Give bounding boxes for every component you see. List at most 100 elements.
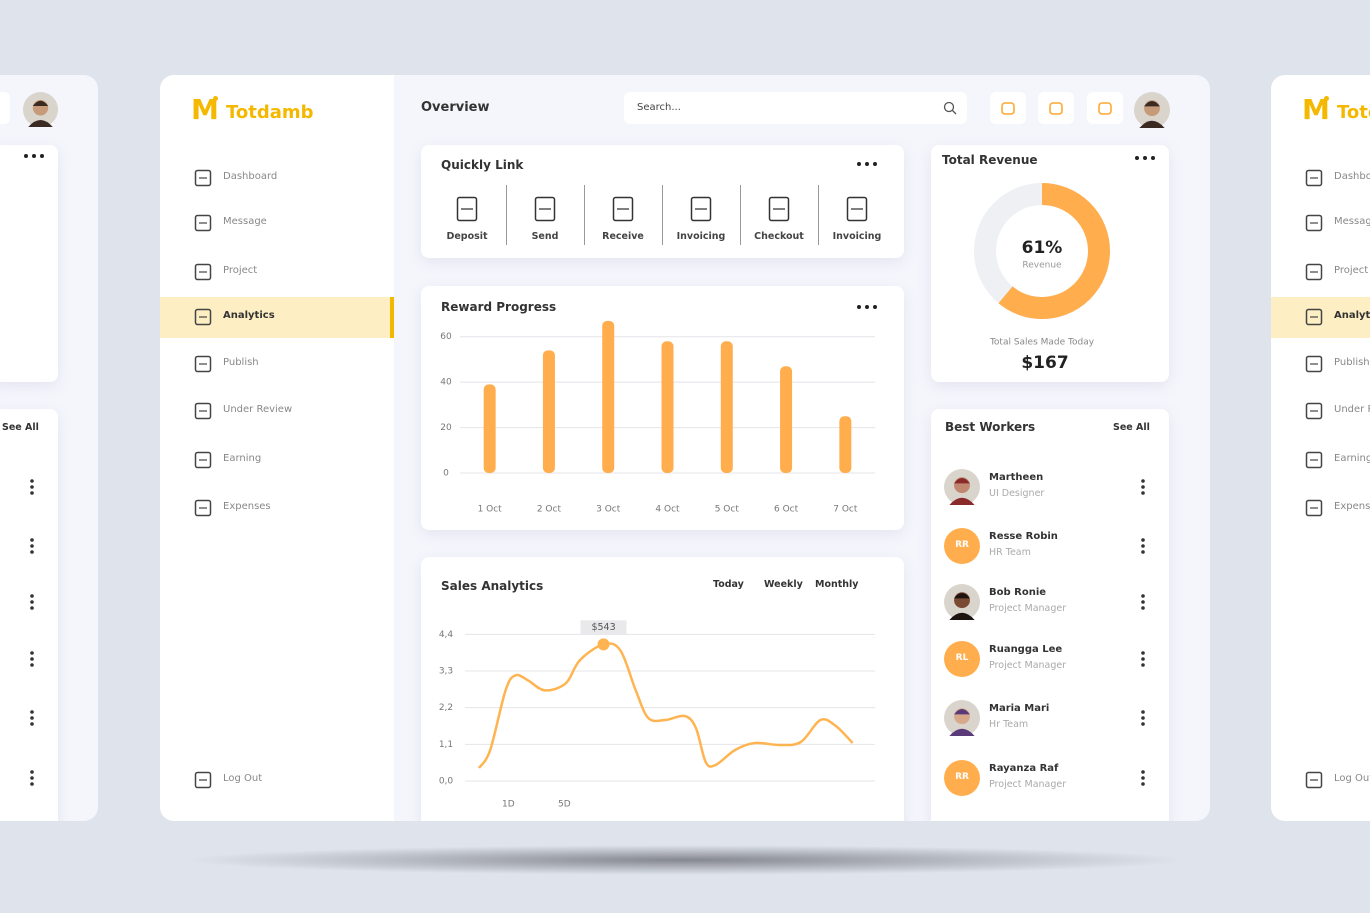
icon-shape xyxy=(1305,308,1323,326)
dot xyxy=(1141,657,1145,661)
menu-item[interactable]: Earning xyxy=(1334,453,1370,464)
menu-item[interactable]: Analytics xyxy=(1334,310,1370,321)
quick-link-icon xyxy=(456,196,478,222)
more-menu[interactable] xyxy=(856,161,878,167)
tab[interactable]: Weekly xyxy=(764,579,803,590)
icon-shape xyxy=(194,169,212,187)
menu-item[interactable]: Under Review xyxy=(1334,404,1370,415)
tab[interactable]: Today xyxy=(713,579,744,590)
menu-icon xyxy=(1305,355,1323,373)
dot xyxy=(30,600,34,604)
avatar-body xyxy=(1139,120,1165,128)
more-menu[interactable] xyxy=(1140,538,1146,554)
logout[interactable]: Log Out xyxy=(223,773,263,784)
quick-links-card: Quickly Link Deposit Send Receive Invoicing C… xyxy=(421,145,904,258)
quick-link-label[interactable]: Receive xyxy=(602,231,644,242)
x-tick-label: 5D xyxy=(558,800,571,810)
avatar-body xyxy=(949,497,975,505)
more-menu[interactable] xyxy=(1140,710,1146,726)
avatar-initials: RL xyxy=(955,653,969,663)
dot xyxy=(873,162,877,166)
divider xyxy=(818,185,819,245)
more-menu[interactable] xyxy=(1140,594,1146,610)
active-highlight xyxy=(1271,297,1370,338)
menu-item[interactable]: Dashboard xyxy=(1334,171,1370,182)
header-button[interactable] xyxy=(1038,92,1074,124)
logout[interactable]: Log Out xyxy=(1334,773,1370,784)
x-tick-label: 1 Oct xyxy=(478,505,503,515)
quick-link-label[interactable]: Send xyxy=(531,231,559,242)
menu-item[interactable]: Under Review xyxy=(223,404,293,415)
brand-dot xyxy=(213,96,218,101)
more-menu[interactable] xyxy=(23,153,45,159)
more-menu[interactable] xyxy=(29,594,35,610)
menu-icon xyxy=(1305,169,1323,187)
more-menu[interactable] xyxy=(1140,770,1146,786)
x-tick-label: 6 Oct xyxy=(774,505,799,515)
annotation-bg xyxy=(580,620,627,635)
menu-item[interactable]: Earning xyxy=(223,453,262,464)
header-icon xyxy=(1098,102,1112,115)
more-menu[interactable] xyxy=(29,770,35,786)
menu-item[interactable]: Expenses xyxy=(223,501,271,512)
dot xyxy=(1141,770,1145,774)
x-tick-label: 1D xyxy=(502,800,515,810)
dot xyxy=(30,776,34,780)
menu-item[interactable]: Publish xyxy=(223,357,259,368)
left-card-bottom: See All xyxy=(0,409,58,821)
logout-icon xyxy=(194,771,212,789)
menu-icon xyxy=(194,451,212,469)
y-tick-label: 20 xyxy=(440,423,452,433)
menu-icon xyxy=(1305,214,1323,232)
dot xyxy=(30,657,34,661)
icon-shape xyxy=(690,196,712,222)
dot xyxy=(1141,782,1145,786)
icon-shape xyxy=(1305,451,1323,469)
more-menu[interactable] xyxy=(856,304,878,310)
header-button[interactable] xyxy=(990,92,1026,124)
menu-item[interactable]: Message xyxy=(223,216,267,227)
donut-value-label: 61% xyxy=(1022,238,1063,258)
icon-shape xyxy=(194,308,212,326)
quick-link-label[interactable]: Deposit xyxy=(446,231,488,242)
see-all[interactable]: See All xyxy=(2,422,39,433)
line xyxy=(477,642,854,769)
donut-subtitle: Revenue xyxy=(1022,261,1062,271)
menu-item[interactable]: Publish xyxy=(1334,357,1370,368)
more-menu[interactable] xyxy=(29,479,35,495)
worker-name: Resse Robin xyxy=(989,531,1058,542)
sidebar: MTotdambDashboardMessageProjectAnalytics… xyxy=(1271,75,1370,821)
menu-icon xyxy=(1305,263,1323,281)
menu-item[interactable]: Analytics xyxy=(223,310,275,321)
icon-shape xyxy=(1305,169,1323,187)
left-button xyxy=(0,92,10,124)
more-menu[interactable] xyxy=(29,538,35,554)
dot xyxy=(865,305,869,309)
menu-item[interactable]: Message xyxy=(1334,216,1370,227)
quick-link-label[interactable]: Invoicing xyxy=(832,231,882,242)
search-box[interactable]: Search... xyxy=(624,92,967,124)
icon-shape xyxy=(1305,499,1323,517)
search-icon xyxy=(943,101,957,115)
brand-dot xyxy=(1324,96,1329,101)
page-title: Overview xyxy=(421,100,490,115)
see-all[interactable]: See All xyxy=(1113,422,1150,433)
quick-link-label[interactable]: Checkout xyxy=(754,231,804,242)
more-menu[interactable] xyxy=(1140,651,1146,667)
menu-item[interactable]: Project xyxy=(1334,265,1369,276)
worker-role: Project Manager xyxy=(989,603,1067,614)
quick-link-label[interactable]: Invoicing xyxy=(676,231,726,242)
tab[interactable]: Monthly xyxy=(815,579,859,590)
main-panel: M Totdamb Dashboard Message Project Analytics… xyxy=(160,75,1210,821)
header-button[interactable] xyxy=(1087,92,1123,124)
menu-item[interactable]: Project xyxy=(223,265,258,276)
more-menu[interactable] xyxy=(1140,479,1146,495)
more-menu[interactable] xyxy=(29,710,35,726)
menu-item[interactable]: Dashboard xyxy=(223,171,278,182)
more-menu[interactable] xyxy=(1134,155,1156,161)
menu-item[interactable]: Expenses xyxy=(1334,501,1370,512)
more-menu[interactable] xyxy=(29,651,35,667)
quick-link-icon xyxy=(690,196,712,222)
dot xyxy=(1141,550,1145,554)
